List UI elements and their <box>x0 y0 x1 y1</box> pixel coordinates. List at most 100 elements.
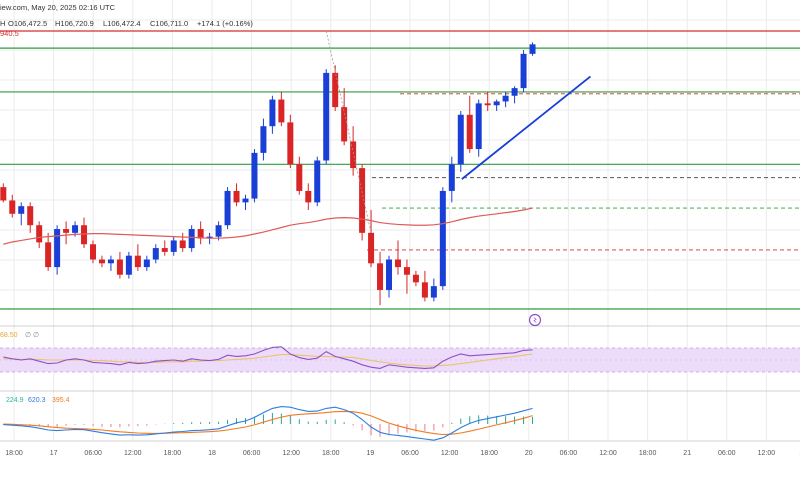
candle-body <box>457 114 464 165</box>
x-tick-label: 12:00 <box>124 450 142 457</box>
candle-body <box>54 229 61 268</box>
candle-body <box>152 248 159 260</box>
macd-line <box>3 406 533 441</box>
candle-body <box>314 160 321 203</box>
ohlc-change: +174.1 (+0.16%) <box>197 19 253 28</box>
candle-body <box>0 187 7 201</box>
x-tick-label: 18:00 <box>639 450 657 457</box>
candle-body <box>197 229 204 239</box>
source-label: iew.com, May 20, 2025 02:16 UTC <box>0 3 116 12</box>
candle-body <box>36 225 43 243</box>
ohlc-high: H106,720.9 <box>55 19 94 28</box>
candle-body <box>215 225 222 237</box>
macd-line-label: 620.3 <box>28 397 46 404</box>
candle-body <box>72 225 79 233</box>
chart-grid <box>0 0 800 440</box>
ohlc-open: O106,472.5 <box>8 19 47 28</box>
candle-body <box>350 141 357 169</box>
candle-body <box>81 225 88 245</box>
candle-body <box>98 259 105 264</box>
ohlc-low: L106,472.4 <box>103 19 141 28</box>
candle-body <box>233 190 240 203</box>
symbol-tail: H <box>0 19 5 28</box>
rsi-value-label: 68.50 <box>0 332 18 339</box>
candle-body <box>520 53 527 89</box>
candle-body <box>412 274 419 283</box>
x-tick-label: 06:00 <box>84 450 102 457</box>
candle-body <box>403 267 410 275</box>
indicator-panes <box>0 325 800 442</box>
horizontal-levels <box>0 30 800 310</box>
moving-average-line <box>3 207 533 245</box>
candle-body <box>90 244 96 260</box>
candle-body <box>170 240 177 252</box>
macd-hist-label: 224.9 <box>6 397 24 404</box>
rsi-extra-label: ∅ ∅ <box>25 332 39 339</box>
candle-body <box>323 72 330 161</box>
macd-indicator <box>2 406 534 441</box>
candle-body <box>134 255 141 268</box>
candle-body <box>466 114 473 150</box>
candle-body <box>63 229 70 233</box>
swing-line <box>325 30 372 233</box>
candle-body <box>377 263 384 290</box>
trendline <box>461 75 592 180</box>
macd-signal-label: 395.4 <box>52 397 70 404</box>
macd-signal-line <box>3 410 533 436</box>
x-tick-label: 18:00 <box>164 450 182 457</box>
candle-body <box>421 282 428 298</box>
candle-body <box>45 242 52 268</box>
candle-body <box>242 198 249 203</box>
rsi-ma-line <box>3 353 533 367</box>
x-tick-label: 06:00 <box>401 450 419 457</box>
candle-body <box>475 103 482 150</box>
rsi-indicator <box>3 346 533 369</box>
x-tick-label: 12:00 <box>599 450 617 457</box>
x-tick-label: 12:00 <box>441 450 459 457</box>
candle-body <box>260 126 267 153</box>
candle-body <box>278 99 285 123</box>
candle-body <box>332 72 339 108</box>
candle-body <box>161 248 168 252</box>
candle-body <box>493 101 500 106</box>
ohlc-close: C106,711.0 <box>150 19 188 28</box>
candle-body <box>9 200 16 214</box>
time-axis: 18:00 17 06:00 12:00 18:00 18 06:00 12:00 18:00 1… <box>5 450 800 457</box>
alert-icon[interactable] <box>528 313 542 327</box>
price-tag: 940.5 <box>0 29 19 38</box>
candle-body <box>484 103 491 106</box>
candle-body <box>269 99 276 127</box>
x-tick-label: 21 <box>683 450 691 457</box>
candle-body <box>18 206 25 214</box>
candle-body <box>251 152 258 199</box>
rsi-line <box>3 346 533 369</box>
overlays <box>3 30 592 245</box>
candle-body <box>116 259 123 275</box>
x-tick-label: 20 <box>525 450 533 457</box>
candle-body <box>224 190 231 226</box>
x-tick-label: 18:00 <box>480 450 498 457</box>
candlestick-series <box>0 42 536 306</box>
candle-body <box>502 95 509 102</box>
x-tick-label: 17 <box>50 450 58 457</box>
x-tick-label: 19 <box>367 450 375 457</box>
candle-body <box>359 168 366 233</box>
candle-body <box>305 190 312 203</box>
candle-body <box>107 259 114 264</box>
candle-body <box>143 259 150 268</box>
x-tick-label: 12:00 <box>282 450 300 457</box>
candle-body <box>341 107 348 142</box>
candle-body <box>386 259 393 290</box>
candle-body <box>27 206 34 226</box>
x-tick-label: 18:00 <box>5 450 23 457</box>
x-tick-label: 18:00 <box>322 450 340 457</box>
x-tick-label: 06:00 <box>560 450 578 457</box>
candle-body <box>287 122 294 165</box>
candle-body <box>179 240 186 249</box>
candle-body <box>296 164 303 191</box>
x-tick-label: 18 <box>208 450 216 457</box>
candle-body <box>529 44 536 54</box>
candle-body <box>368 232 375 264</box>
candle-body <box>511 88 518 96</box>
